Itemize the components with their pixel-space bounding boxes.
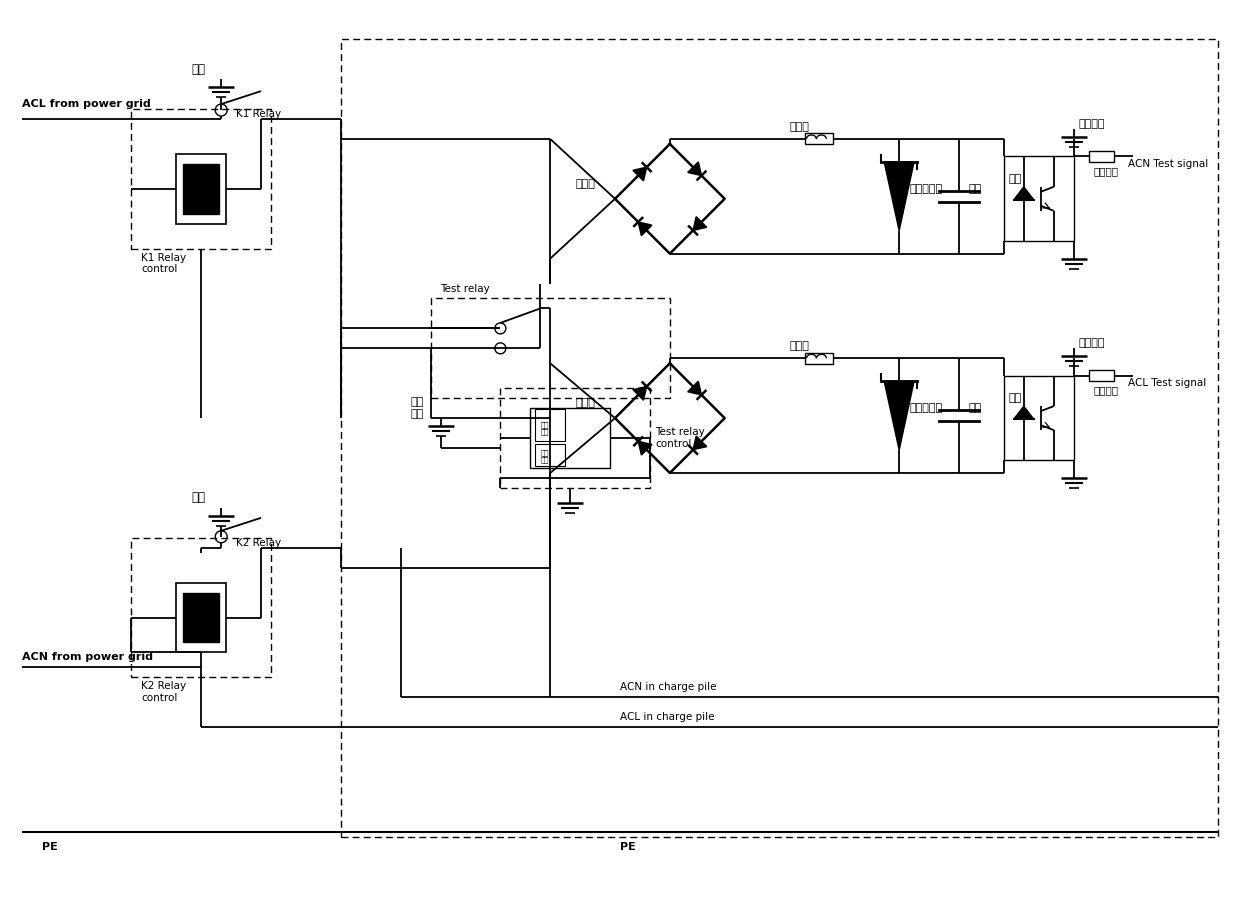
Text: 光耦: 光耦 xyxy=(1009,393,1022,403)
Text: 保险丝: 保险丝 xyxy=(790,341,810,352)
FancyBboxPatch shape xyxy=(184,593,219,643)
Text: 光耦: 光耦 xyxy=(1009,174,1022,184)
Text: 稳压二极管: 稳压二极管 xyxy=(909,403,942,413)
Text: Test relay
control: Test relay control xyxy=(655,427,704,449)
Polygon shape xyxy=(688,162,702,175)
Text: K1 Relay
control: K1 Relay control xyxy=(141,252,186,274)
Text: ACN from power grid: ACN from power grid xyxy=(22,653,153,663)
FancyBboxPatch shape xyxy=(1004,375,1074,461)
FancyBboxPatch shape xyxy=(1089,370,1114,381)
FancyBboxPatch shape xyxy=(184,164,219,214)
Polygon shape xyxy=(693,217,707,230)
Text: ACL Test signal: ACL Test signal xyxy=(1128,378,1207,388)
Text: 电容: 电容 xyxy=(968,403,982,413)
FancyBboxPatch shape xyxy=(176,583,226,653)
Polygon shape xyxy=(693,436,707,450)
Text: PE: PE xyxy=(620,842,636,852)
Text: PE: PE xyxy=(42,842,57,852)
Polygon shape xyxy=(884,381,914,450)
FancyBboxPatch shape xyxy=(1004,156,1074,241)
Text: 第二
电源: 第二 电源 xyxy=(410,397,424,419)
Polygon shape xyxy=(1014,187,1034,200)
Polygon shape xyxy=(632,167,647,181)
Text: 电源: 电源 xyxy=(191,491,206,504)
FancyBboxPatch shape xyxy=(806,133,833,144)
Text: ACL from power grid: ACL from power grid xyxy=(22,99,150,109)
Text: K2 Relay
control: K2 Relay control xyxy=(141,681,186,703)
Polygon shape xyxy=(1014,406,1034,420)
Text: 第一电阵: 第一电阵 xyxy=(1094,386,1118,396)
Text: 保险丝: 保险丝 xyxy=(790,122,810,132)
Polygon shape xyxy=(884,162,914,230)
FancyBboxPatch shape xyxy=(536,409,565,441)
Text: 电容: 电容 xyxy=(968,184,982,194)
Polygon shape xyxy=(639,222,652,236)
FancyBboxPatch shape xyxy=(806,353,833,364)
Text: 第一电阵: 第一电阵 xyxy=(1094,166,1118,176)
Text: ACN in charge pile: ACN in charge pile xyxy=(620,682,717,692)
FancyBboxPatch shape xyxy=(176,154,226,224)
Polygon shape xyxy=(639,442,652,455)
Text: 第二
电阻: 第二 电阻 xyxy=(541,449,549,463)
Text: K2 Relay: K2 Relay xyxy=(236,538,281,548)
Text: 第一电源: 第一电源 xyxy=(1079,339,1105,348)
Text: 整流桥: 整流桥 xyxy=(575,179,595,189)
Polygon shape xyxy=(632,386,647,400)
FancyBboxPatch shape xyxy=(536,444,565,466)
Text: Test relay: Test relay xyxy=(440,284,490,294)
Polygon shape xyxy=(688,381,702,395)
Text: 整流桥: 整流桥 xyxy=(575,398,595,409)
Text: 电源: 电源 xyxy=(191,62,206,75)
FancyBboxPatch shape xyxy=(1089,151,1114,162)
Text: 第一电源: 第一电源 xyxy=(1079,119,1105,129)
Text: 第二
电阻: 第二 电阻 xyxy=(541,421,549,435)
Text: ACN Test signal: ACN Test signal xyxy=(1128,159,1209,169)
Text: K1 Relay: K1 Relay xyxy=(236,109,281,119)
FancyBboxPatch shape xyxy=(531,409,610,468)
Text: ACL in charge pile: ACL in charge pile xyxy=(620,712,714,722)
Text: 稳压二极管: 稳压二极管 xyxy=(909,184,942,194)
